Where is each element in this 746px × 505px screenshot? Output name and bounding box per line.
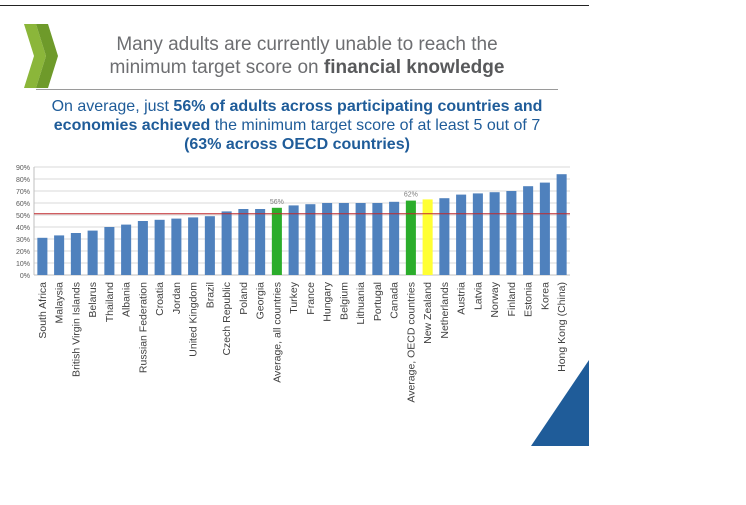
- data-label: 56%: [270, 199, 284, 206]
- bar: [221, 211, 232, 275]
- bar: [422, 199, 433, 275]
- bar: [255, 209, 266, 275]
- x-tick-label: South Africa: [37, 282, 49, 339]
- bar: [322, 203, 333, 275]
- bar: [104, 227, 115, 275]
- y-tick-label: 90%: [16, 165, 30, 172]
- bar: [87, 230, 98, 275]
- bar-chart: 0% 10% 20% 30% 40% 50% 60% 70% 80% 90% South Afric…: [16, 165, 570, 403]
- slide: Many adults are currently unable to reac…: [0, 5, 589, 446]
- bar: [137, 221, 148, 275]
- oecd-logo-icon: [24, 24, 58, 88]
- y-tick-label: 80%: [16, 177, 30, 184]
- bar: [389, 201, 400, 275]
- bar: [54, 235, 65, 275]
- bar: [556, 174, 567, 275]
- bar: [305, 204, 316, 275]
- x-tick-label: New Zealand: [422, 282, 434, 344]
- subtitle-part1-bold: 56% of adults across participating count…: [53, 98, 543, 134]
- x-tick-label: Average, OECD countries: [405, 282, 417, 403]
- bar: [204, 216, 215, 275]
- y-tick-label: 10%: [16, 261, 30, 268]
- x-tick-label: Average, all countries: [271, 282, 283, 383]
- x-tick-label: Hungary: [322, 281, 334, 321]
- x-tick-label: Georgia: [255, 282, 267, 320]
- bar: [271, 207, 282, 275]
- x-tick-label: Belarus: [87, 282, 99, 318]
- bar: [472, 193, 483, 275]
- top-rule: [0, 5, 589, 6]
- bar: [405, 200, 416, 275]
- y-tick-label: 70%: [16, 189, 30, 196]
- y-tick-label: 60%: [16, 201, 30, 208]
- x-tick-label: Latvia: [472, 282, 484, 310]
- bar: [523, 186, 534, 275]
- x-tick-label: Turkey: [288, 281, 300, 313]
- bar: [489, 192, 500, 275]
- header-divider: [36, 89, 558, 90]
- bar: [372, 203, 383, 275]
- y-tick-label: 0%: [20, 273, 30, 280]
- y-tick-label: 30%: [16, 237, 30, 244]
- bar: [338, 203, 349, 275]
- x-tick-label: Estonia: [523, 282, 535, 317]
- x-tick-label: Poland: [238, 282, 250, 315]
- bar: [154, 219, 165, 275]
- x-tick-label: Malaysia: [54, 282, 66, 324]
- x-tick-label: Norway: [489, 281, 501, 317]
- bar: [37, 237, 48, 275]
- bar: [188, 217, 199, 275]
- corner-decoration: [531, 360, 589, 446]
- x-tick-label: Jordan: [171, 282, 183, 314]
- bar: [238, 209, 249, 275]
- title-line2-bold: financial knowledge: [323, 57, 505, 78]
- bar: [506, 191, 517, 275]
- x-tick-label: Netherlands: [439, 282, 451, 339]
- x-tick-label: Austria: [456, 282, 468, 315]
- x-tick-label: Brazil: [204, 282, 216, 308]
- x-tick-label: Hong Kong (China): [556, 282, 568, 372]
- x-tick-label: Portugal: [372, 282, 384, 321]
- title-line1: Many adults are currently unable to reac…: [116, 34, 498, 55]
- subtitle-part3-bold: (63% across OECD countries): [184, 136, 410, 153]
- x-tick-label: Czech Republic: [221, 282, 233, 356]
- x-tick-label: Albania: [121, 282, 133, 317]
- bar: [539, 182, 550, 275]
- bar: [121, 224, 132, 275]
- x-tick-label: Belgium: [338, 282, 350, 320]
- x-tick-label: United Kingdom: [188, 282, 200, 357]
- bar: [171, 218, 182, 275]
- subtitle: On average, just 56% of adults across pa…: [20, 97, 574, 154]
- x-tick-label: Korea: [539, 282, 551, 310]
- x-tick-label: Canada: [389, 282, 401, 319]
- x-tick-label: Lithuania: [355, 282, 367, 325]
- page-title: Many adults are currently unable to reac…: [72, 33, 542, 79]
- y-tick-label: 50%: [16, 213, 30, 220]
- y-tick-label: 20%: [16, 249, 30, 256]
- x-tick-label: Thailand: [104, 282, 116, 322]
- bar: [288, 205, 299, 275]
- title-line2-plain: minimum target score on: [109, 57, 324, 78]
- bar: [355, 203, 366, 275]
- subtitle-part1-plain: On average, just: [51, 98, 174, 115]
- x-tick-label: Russian Federation: [137, 282, 149, 373]
- subtitle-part2-plain: the minimum target score of at least 5 o…: [210, 117, 541, 134]
- y-tick-label: 40%: [16, 225, 30, 232]
- data-label: 62%: [404, 192, 418, 199]
- bar: [70, 233, 81, 275]
- x-tick-label: Croatia: [154, 282, 166, 316]
- x-tick-label: Finland: [506, 282, 518, 317]
- bar: [439, 198, 450, 275]
- bar: [456, 194, 467, 275]
- x-tick-label: France: [305, 282, 317, 315]
- x-tick-label: British Virgin Islands: [70, 282, 82, 377]
